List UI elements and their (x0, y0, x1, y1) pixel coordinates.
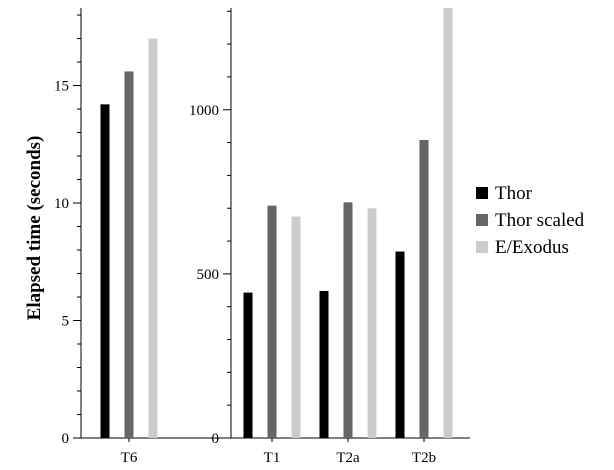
bar-thor-t6 (100, 104, 110, 438)
legend-swatch (476, 241, 488, 253)
y-tick-label: 0 (212, 431, 220, 447)
y-tick-label: 500 (197, 267, 220, 283)
bar-thor-scaled-t2a (343, 202, 353, 438)
legend-label: E/Exodus (495, 237, 569, 258)
legend-swatch (476, 187, 488, 199)
bar-e-exodus-t1 (291, 216, 301, 438)
legend-label: Thor scaled (495, 210, 585, 231)
y-tick-label: 5 (62, 314, 70, 330)
bar-e-exodus-t2a (367, 208, 377, 438)
x-tick-label: T2b (412, 450, 436, 466)
legend-label: Thor (495, 183, 533, 204)
bar-thor-scaled-t6 (124, 71, 134, 438)
bar-thor-scaled-t1 (267, 205, 277, 438)
bar-thor-t1 (243, 292, 253, 438)
legend-swatch (476, 214, 488, 226)
bar-thor-t2a (319, 290, 329, 438)
chart-panel-right: 0 500 1000 T1 T2a T2b (189, 8, 470, 466)
bar-thor-t2b (395, 251, 405, 438)
legend: Thor Thor scaled E/Exodus (476, 183, 585, 258)
x-tick-label: T1 (264, 450, 281, 466)
y-axis-label: Elapsed time (seconds) (24, 136, 45, 321)
bar-e-exodus-t6 (148, 38, 158, 438)
y-tick-label: 10 (54, 196, 69, 212)
x-tick-label: T6 (121, 450, 138, 466)
bar-thor-scaled-t2b (419, 139, 429, 438)
y-tick-label: 1000 (189, 103, 219, 119)
x-tick-label: T2a (336, 450, 360, 466)
bar-e-exodus-t2b (443, 8, 453, 438)
y-tick-label: 15 (54, 79, 69, 95)
chart-panel-left: 0 5 10 15 T6 (54, 8, 232, 466)
y-tick-label: 0 (62, 431, 70, 447)
